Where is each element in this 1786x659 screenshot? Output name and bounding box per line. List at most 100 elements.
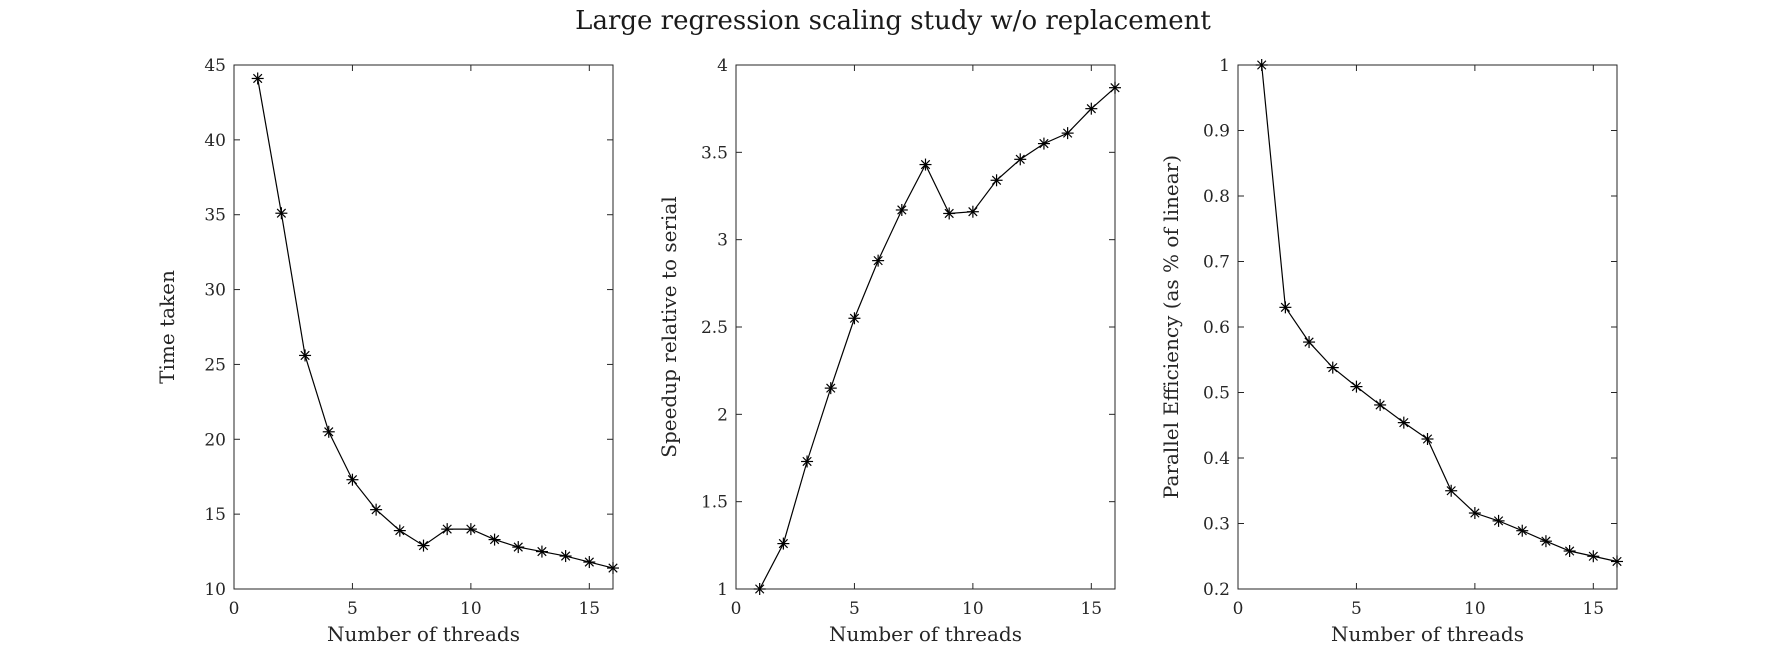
data-point: [1587, 550, 1600, 563]
y-tick-label: 25: [204, 355, 226, 375]
y-tick-label: 3: [717, 231, 728, 251]
data-point: [275, 207, 288, 220]
x-tick-label: 5: [1351, 599, 1362, 619]
data-point: [1516, 524, 1529, 537]
data-point: [1061, 127, 1074, 140]
data-point: [464, 523, 477, 536]
data-point: [1279, 301, 1292, 314]
data-point: [966, 205, 979, 218]
data-point: [559, 550, 572, 563]
data-point: [1037, 137, 1050, 150]
y-tick-label: 0.4: [1203, 449, 1230, 469]
y-tick-label: 1.5: [701, 493, 728, 513]
x-tick-label: 0: [1233, 599, 1244, 619]
axes-frame: [1237, 64, 1618, 590]
data-point: [322, 425, 335, 438]
x-tick-label: 10: [1464, 599, 1486, 619]
y-tick-label: 2.5: [701, 318, 728, 338]
x-tick-label: 15: [578, 599, 600, 619]
y-tick-label: 0.6: [1203, 318, 1230, 338]
data-point: [753, 583, 766, 595]
data-point: [1539, 535, 1552, 548]
chart-1: 0 5 10 15 10 15 20 25 30 35 40 45 Number of threads T…: [155, 56, 619, 646]
y-tick-label: 1: [1219, 56, 1230, 76]
y-tick-label: 0.3: [1203, 515, 1230, 535]
data-point: [1468, 507, 1481, 520]
y-tick-label: 2: [717, 405, 728, 425]
y-axis-label: Speedup relative to serial: [657, 196, 681, 457]
data-point: [824, 382, 837, 395]
data-point: [919, 158, 932, 171]
series-line: [759, 87, 1116, 590]
data-point: [299, 349, 312, 362]
data-point: [777, 537, 790, 550]
data-point: [1014, 153, 1027, 166]
series-line: [257, 78, 614, 569]
figure-title: Large regression scaling study w/o repla…: [575, 6, 1211, 36]
data-point: [1421, 433, 1434, 446]
data-point: [990, 174, 1003, 187]
y-tick-label: 0.2: [1203, 580, 1230, 600]
y-tick-label: 15: [204, 505, 226, 525]
y-tick-label: 4: [717, 56, 728, 76]
data-point: [583, 556, 596, 569]
y-tick-label: 0.9: [1203, 122, 1230, 142]
x-axis-label: Number of threads: [327, 622, 520, 646]
y-tick-label: 3.5: [701, 143, 728, 163]
x-axis-label: Number of threads: [829, 622, 1022, 646]
data-point: [872, 254, 885, 267]
y-tick-label: 20: [204, 430, 226, 450]
y-tick-label: 40: [204, 131, 226, 151]
data-point: [393, 524, 406, 537]
x-axis-label: Number of threads: [1331, 622, 1524, 646]
data-point: [512, 541, 525, 554]
y-tick-label: 0.5: [1203, 384, 1230, 404]
data-point: [535, 545, 548, 558]
y-tick-label: 45: [204, 56, 226, 76]
y-axis-label: Time taken: [155, 270, 179, 384]
data-point: [346, 473, 359, 486]
data-point: [1255, 59, 1268, 71]
data-point: [1109, 81, 1121, 94]
x-tick-label: 5: [849, 599, 860, 619]
data-point: [1563, 545, 1576, 558]
data-point: [1492, 514, 1505, 527]
data-point: [417, 539, 430, 552]
x-tick-label: 0: [731, 599, 742, 619]
y-tick-label: 30: [204, 281, 226, 301]
y-tick-label: 1: [717, 580, 728, 600]
x-tick-label: 10: [962, 599, 984, 619]
data-point: [441, 523, 454, 536]
y-tick-label: 0.8: [1203, 187, 1230, 207]
data-point: [801, 455, 814, 468]
data-point: [1303, 336, 1316, 349]
data-point: [1374, 398, 1387, 411]
axes-frame: [233, 64, 614, 590]
chart-3: 0 5 10 15 0.2 0.3 0.4 0.5 0.6 0.7 0.8 0.9 1 Number of…: [1159, 56, 1623, 646]
y-axis-label: Parallel Efficiency (as % of linear): [1159, 155, 1183, 499]
x-tick-label: 0: [229, 599, 240, 619]
chart-2: 0 5 10 15 1 1.5 2 2.5 3 3.5 4 Number of threads Spee…: [657, 56, 1121, 646]
y-tick-label: 0.7: [1203, 253, 1230, 273]
data-point: [1611, 555, 1623, 568]
data-point: [943, 207, 956, 220]
data-point: [488, 533, 501, 546]
x-tick-label: 10: [460, 599, 482, 619]
data-point: [1085, 102, 1098, 115]
x-tick-label: 15: [1582, 599, 1604, 619]
data-point: [1445, 484, 1458, 497]
data-point: [251, 72, 264, 85]
data-point: [607, 562, 619, 575]
data-point: [848, 312, 861, 325]
x-tick-label: 5: [347, 599, 358, 619]
data-point: [370, 503, 383, 516]
x-tick-label: 15: [1080, 599, 1102, 619]
data-point: [1350, 380, 1363, 393]
y-tick-label: 35: [204, 206, 226, 226]
data-point: [1326, 361, 1339, 374]
y-tick-label: 10: [204, 580, 226, 600]
data-point: [1397, 416, 1410, 429]
series-line: [1261, 64, 1618, 563]
